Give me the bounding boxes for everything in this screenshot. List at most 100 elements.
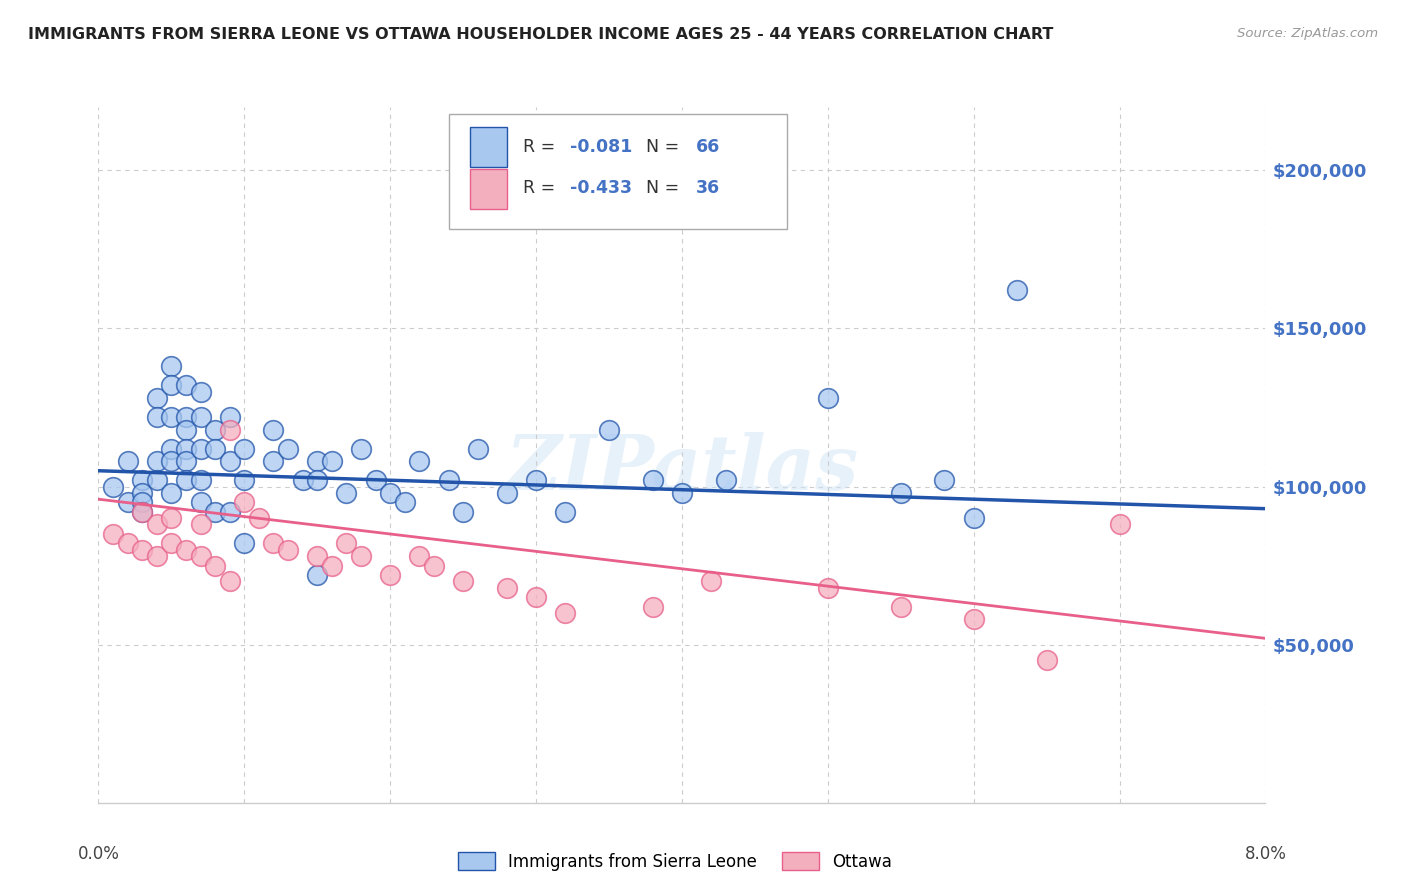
Point <box>1007 284 1029 298</box>
Point <box>117 454 139 468</box>
Point <box>307 568 329 582</box>
Text: 66: 66 <box>696 137 720 156</box>
Point <box>1035 653 1057 667</box>
Text: Source: ZipAtlas.com: Source: ZipAtlas.com <box>1237 27 1378 40</box>
Point <box>174 423 197 437</box>
Point <box>160 454 183 468</box>
Point <box>598 423 620 437</box>
Text: IMMIGRANTS FROM SIERRA LEONE VS OTTAWA HOUSEHOLDER INCOME AGES 25 - 44 YEARS COR: IMMIGRANTS FROM SIERRA LEONE VS OTTAWA H… <box>28 27 1053 42</box>
Point <box>131 505 153 519</box>
Point <box>146 391 169 405</box>
Point <box>394 495 416 509</box>
Point <box>350 549 373 563</box>
Point <box>233 442 256 456</box>
Point <box>321 558 343 573</box>
Point <box>160 378 183 392</box>
Point <box>423 558 446 573</box>
Point <box>817 581 839 595</box>
Point <box>233 495 256 509</box>
Point <box>451 574 474 589</box>
Point <box>233 473 256 487</box>
Point <box>641 599 664 614</box>
Point <box>524 473 547 487</box>
Point <box>101 479 124 493</box>
Point <box>408 549 430 563</box>
Point <box>671 486 693 500</box>
Point <box>131 486 153 500</box>
Point <box>218 454 240 468</box>
Point <box>146 517 169 532</box>
Point <box>101 527 124 541</box>
Text: N =: N = <box>645 179 685 197</box>
Point <box>291 473 314 487</box>
Point <box>307 549 329 563</box>
Point <box>218 574 240 589</box>
Point <box>890 486 912 500</box>
Point <box>160 442 183 456</box>
Point <box>554 505 576 519</box>
Point <box>496 581 519 595</box>
Text: ZIPatlas: ZIPatlas <box>505 432 859 506</box>
Point <box>277 442 299 456</box>
Point <box>117 536 139 550</box>
Point <box>335 486 357 500</box>
Point <box>1108 517 1130 532</box>
Point <box>117 495 139 509</box>
Point <box>437 473 460 487</box>
Point <box>247 511 270 525</box>
FancyBboxPatch shape <box>470 128 506 167</box>
Point <box>174 442 197 456</box>
Point <box>817 391 839 405</box>
Point <box>890 599 912 614</box>
Point <box>146 473 169 487</box>
Point <box>378 568 402 582</box>
Point <box>174 409 197 424</box>
Point <box>700 574 723 589</box>
Point <box>131 495 153 509</box>
Point <box>364 473 387 487</box>
Point <box>146 549 169 563</box>
Point <box>307 473 329 487</box>
Legend: Immigrants from Sierra Leone, Ottawa: Immigrants from Sierra Leone, Ottawa <box>450 844 900 880</box>
Point <box>131 505 153 519</box>
Point <box>146 409 169 424</box>
Point <box>190 442 212 456</box>
Point <box>934 473 956 487</box>
FancyBboxPatch shape <box>470 169 506 209</box>
Point <box>190 473 212 487</box>
Text: R =: R = <box>523 179 561 197</box>
Point <box>146 454 169 468</box>
Point <box>262 536 284 550</box>
Point <box>204 558 226 573</box>
Text: -0.081: -0.081 <box>569 137 633 156</box>
Point <box>233 536 256 550</box>
Point <box>262 423 284 437</box>
Point <box>277 542 299 557</box>
Point <box>554 606 576 620</box>
Point <box>962 511 984 525</box>
Point <box>174 378 197 392</box>
Point <box>218 409 240 424</box>
Point <box>190 384 212 399</box>
Point <box>160 359 183 374</box>
Point <box>160 511 183 525</box>
Point <box>190 517 212 532</box>
Point <box>451 505 474 519</box>
Point <box>408 454 430 468</box>
Point <box>321 454 343 468</box>
Point <box>496 486 519 500</box>
Point <box>262 454 284 468</box>
Text: R =: R = <box>523 137 561 156</box>
Point <box>160 486 183 500</box>
Point <box>378 486 402 500</box>
Point <box>131 542 153 557</box>
Text: -0.433: -0.433 <box>569 179 631 197</box>
Point <box>218 505 240 519</box>
Point <box>190 549 212 563</box>
Point <box>335 536 357 550</box>
Text: N =: N = <box>645 137 685 156</box>
Point <box>174 542 197 557</box>
Point <box>641 473 664 487</box>
Text: 36: 36 <box>696 179 720 197</box>
Point <box>204 505 226 519</box>
